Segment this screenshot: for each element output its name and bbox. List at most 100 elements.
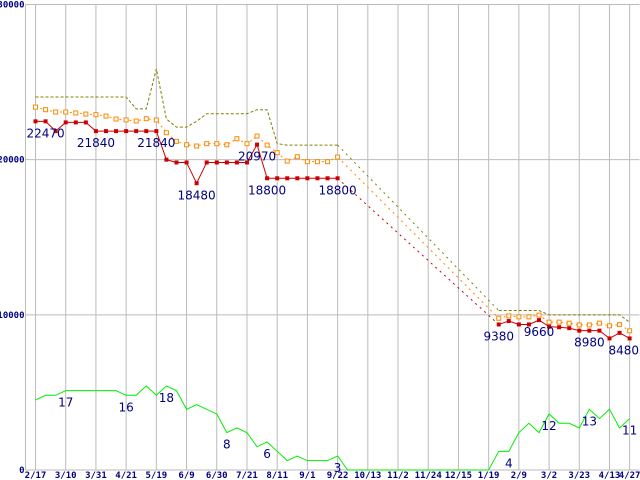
marker-low: [244, 160, 249, 165]
data-label-low: 9380: [483, 329, 514, 343]
marker-low: [114, 129, 119, 134]
marker-average: [63, 109, 69, 115]
marker-average: [244, 141, 250, 147]
marker-average: [576, 322, 582, 328]
marker-low: [305, 176, 310, 181]
x-tick-label: 2/17: [25, 471, 47, 480]
marker-low: [204, 160, 209, 165]
data-label-count: 8: [223, 438, 231, 452]
marker-low: [144, 129, 149, 134]
marker-average: [53, 109, 59, 115]
data-label-count: 12: [541, 419, 556, 433]
marker-low: [154, 129, 159, 134]
marker-low: [627, 336, 632, 341]
x-tick-label: 1/19: [478, 471, 500, 480]
x-tick-label: 11/24: [415, 471, 443, 480]
marker-low: [73, 120, 78, 125]
data-label-low: 21840: [77, 136, 115, 150]
marker-average: [526, 314, 532, 320]
data-label-low: 22470: [26, 126, 64, 140]
marker-low: [496, 322, 501, 327]
x-tick-label: 6/30: [206, 471, 228, 480]
marker-average: [294, 154, 300, 160]
data-label-count: 4: [505, 456, 513, 470]
marker-average: [546, 319, 552, 325]
grid: [25, 4, 640, 471]
marker-low: [557, 325, 562, 330]
marker-average: [123, 117, 129, 123]
marker-low: [295, 176, 300, 181]
marker-average: [274, 150, 280, 156]
series-layer: [33, 68, 633, 471]
marker-low: [83, 120, 88, 125]
marker-low: [93, 129, 98, 134]
gap-connector-low: [337, 177, 500, 325]
data-label-count: 6: [263, 447, 271, 461]
marker-average: [617, 322, 623, 328]
marker-average: [284, 158, 290, 164]
data-label-low: 18480: [178, 188, 216, 202]
marker-low: [567, 326, 572, 331]
data-label-low: 20970: [238, 150, 276, 164]
marker-average: [325, 159, 331, 165]
data-label-low: 18800: [248, 183, 286, 197]
marker-average: [254, 133, 260, 139]
marker-average: [627, 328, 633, 334]
marker-low: [184, 160, 189, 165]
data-label-count: 16: [118, 400, 133, 414]
marker-low: [335, 176, 340, 181]
x-tick-label: 5/19: [145, 471, 167, 480]
marker-low: [43, 119, 48, 124]
marker-low: [315, 176, 320, 181]
x-tick-label: 4/21: [115, 471, 137, 480]
marker-average: [43, 107, 49, 113]
x-tick-label: 10/13: [354, 471, 381, 480]
y-tick-label: 30000: [0, 1, 25, 11]
marker-low: [506, 319, 511, 324]
marker-low: [53, 129, 58, 134]
marker-low: [516, 322, 521, 327]
x-tick-label: 3/31: [85, 471, 107, 480]
x-tick-label: 6/9: [178, 471, 194, 480]
data-label-low: 21840: [137, 136, 175, 150]
marker-low: [526, 322, 531, 327]
marker-average: [234, 136, 240, 142]
marker-low: [255, 142, 260, 147]
data-label-low: 8980: [574, 336, 605, 350]
marker-low: [174, 160, 179, 165]
y-tick-label: 10000: [0, 311, 25, 321]
marker-average: [335, 154, 341, 160]
marker-average: [556, 319, 562, 325]
series-line-high: [498, 309, 630, 323]
x-tick-label: 7/21: [236, 471, 258, 480]
marker-average: [33, 104, 38, 110]
marker-average: [566, 320, 572, 326]
marker-low: [214, 160, 219, 165]
series-line-high: [35, 68, 338, 146]
marker-average: [536, 312, 542, 318]
marker-average: [93, 112, 99, 118]
gap-connector-high: [337, 144, 500, 311]
data-labels: 22470 21840 21840 18480 20970 18800 18800 9380 9…: [26, 126, 639, 475]
marker-low: [607, 336, 612, 341]
marker-low: [124, 129, 129, 134]
series-line-count: [35, 385, 630, 471]
marker-average: [214, 141, 220, 147]
marker-average: [224, 142, 230, 148]
x-tick-label: 4/27: [619, 471, 640, 480]
marker-average: [184, 142, 190, 148]
marker-average: [103, 113, 109, 119]
marker-average: [204, 141, 210, 147]
data-label-count: 3: [334, 461, 342, 475]
y-tick-label: 20000: [0, 156, 25, 166]
x-tick-label: 8/11: [266, 471, 288, 480]
x-tick-label: 9/1: [299, 471, 315, 480]
marker-average: [516, 314, 522, 320]
x-tick-label: 12/15: [445, 471, 472, 480]
marker-average: [496, 315, 502, 321]
marker-low: [275, 176, 280, 181]
data-label-count: 13: [582, 414, 597, 428]
data-label-low: 9660: [524, 325, 555, 339]
marker-low: [194, 181, 199, 186]
